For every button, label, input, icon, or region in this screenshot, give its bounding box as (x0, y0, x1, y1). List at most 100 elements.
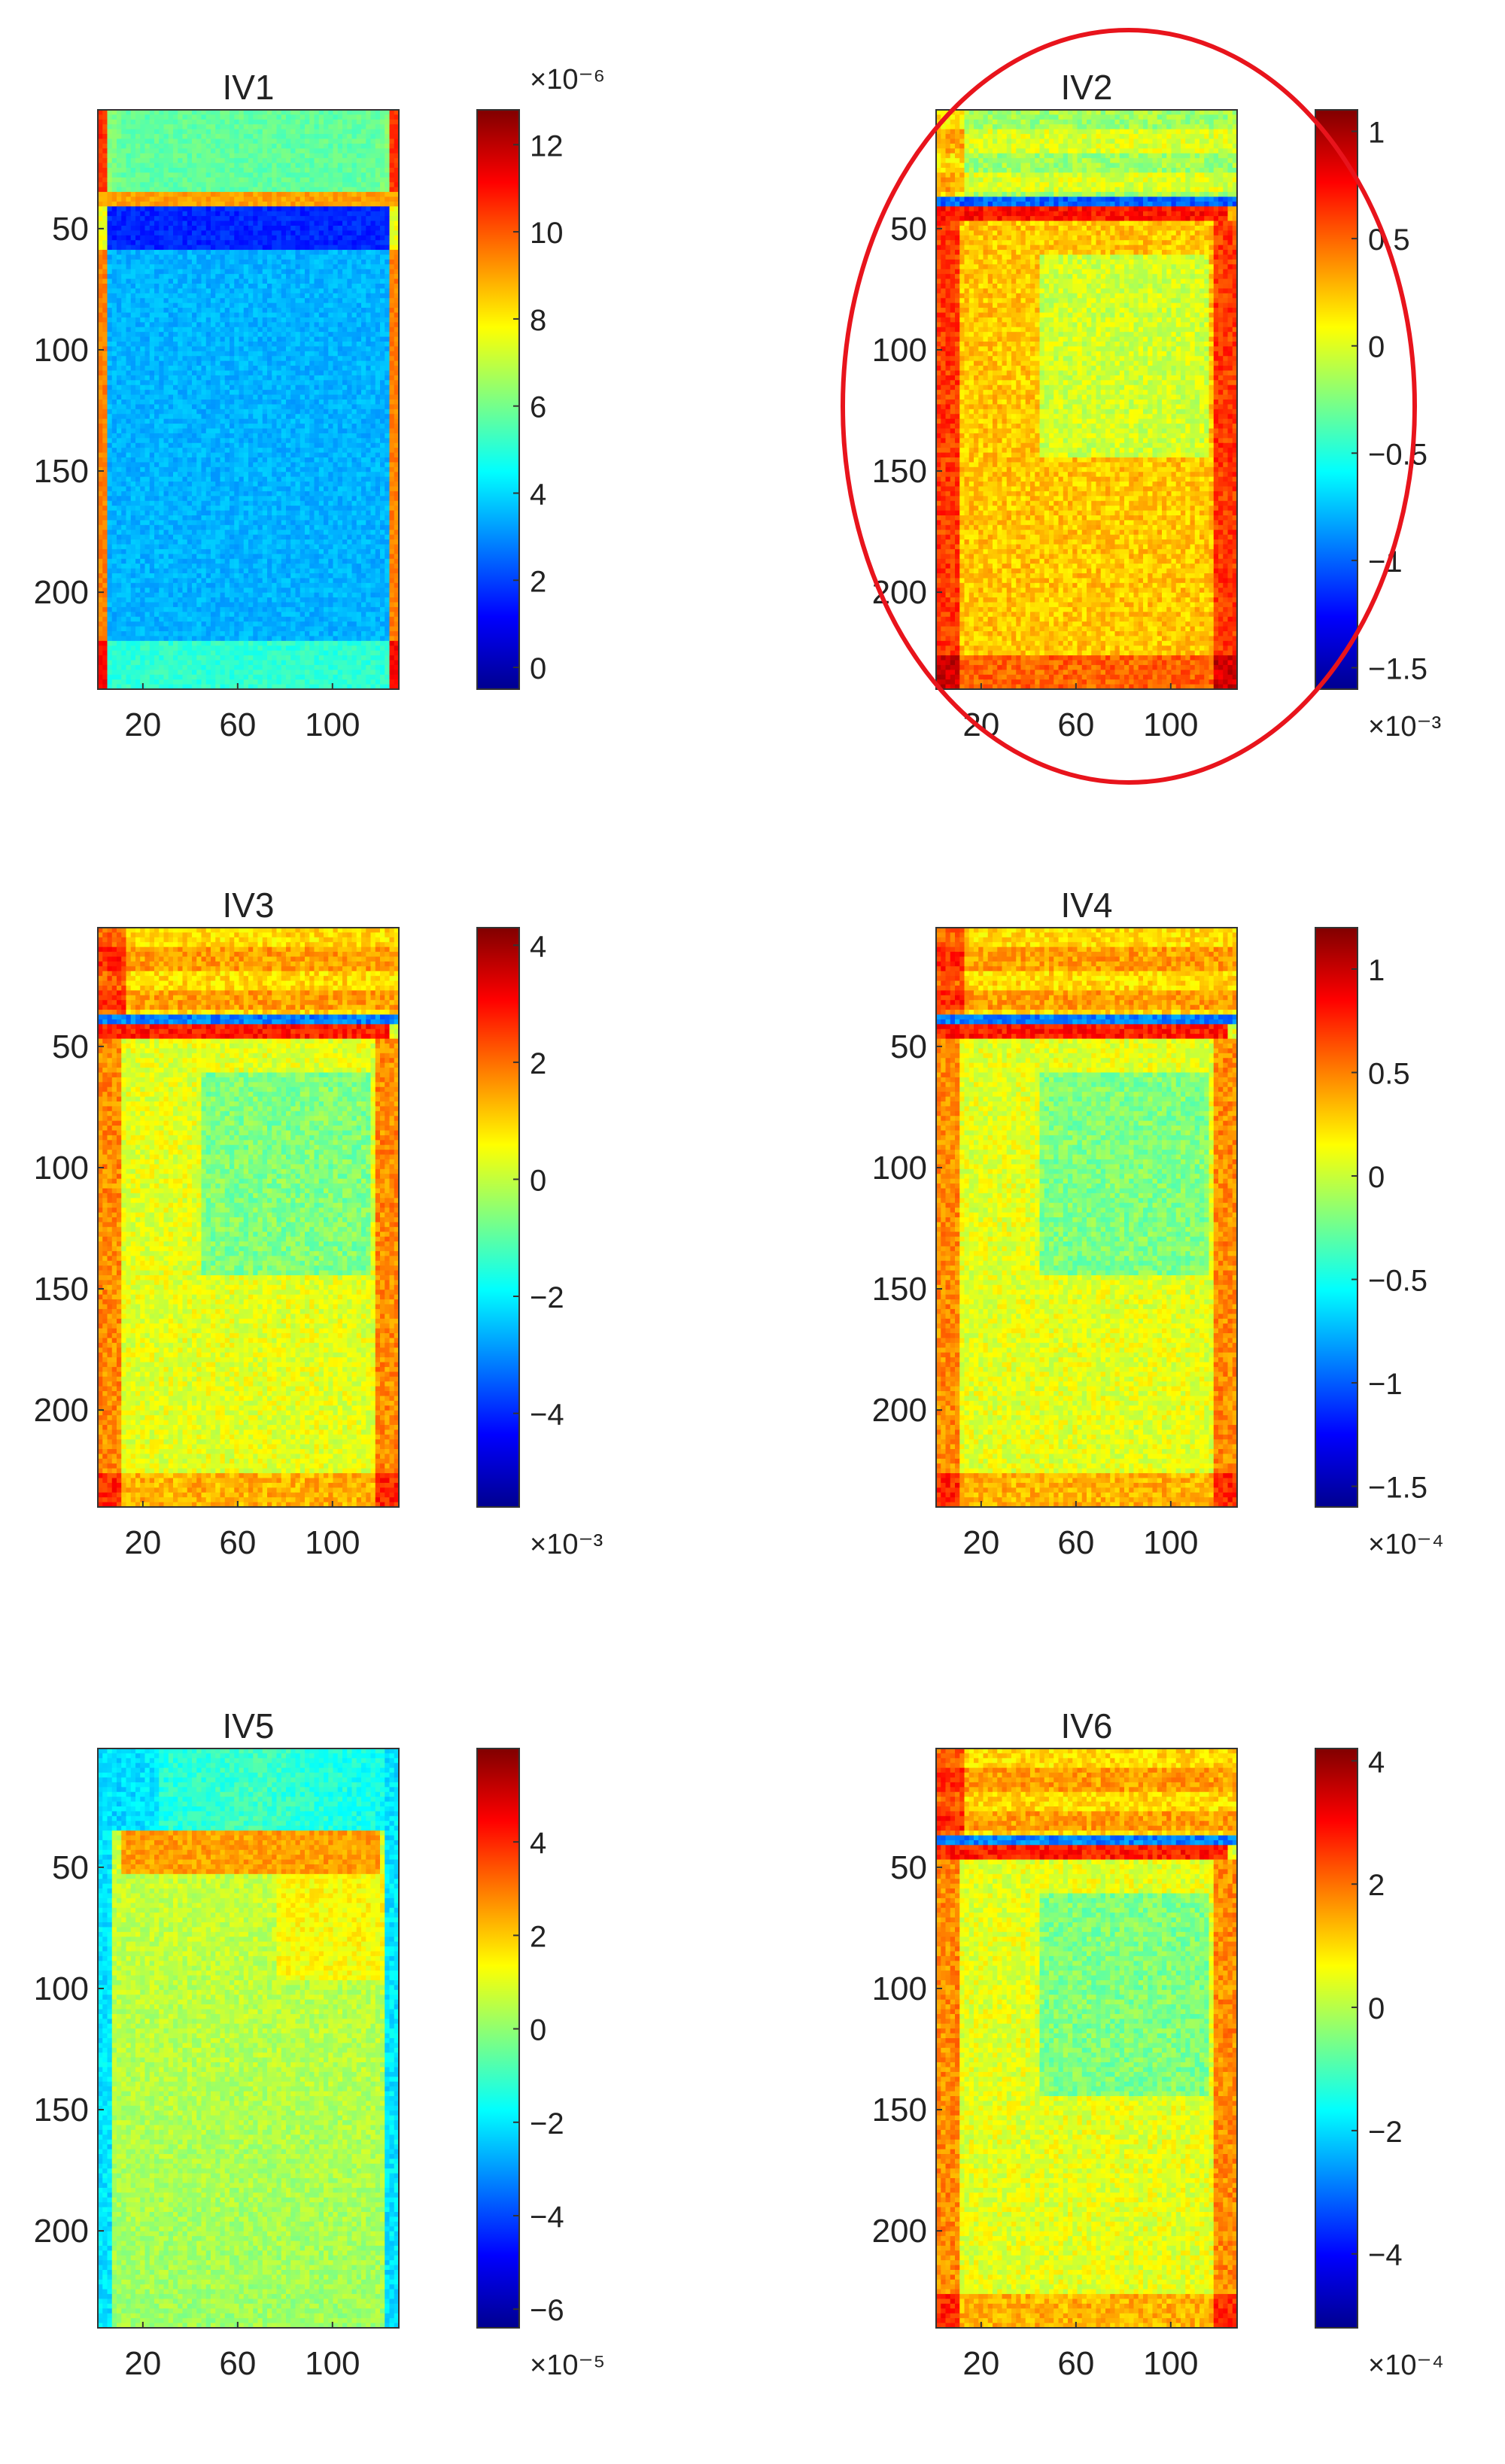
heatmap-image (98, 110, 400, 690)
colorbar-tick-label: 2 (530, 565, 546, 598)
heatmap-image (936, 1748, 1238, 2329)
x-tick-label: 60 (1057, 2345, 1094, 2382)
y-tick-label: 100 (872, 1150, 927, 1186)
x-tick-label: 100 (305, 706, 360, 743)
y-tick-label: 150 (872, 2092, 927, 2128)
x-tick-label: 20 (962, 1524, 999, 1561)
colorbar-tick-label: −0.5 (1368, 438, 1427, 471)
x-tick-label: 100 (1143, 706, 1198, 743)
x-tick-label: 20 (124, 706, 161, 743)
y-tick-label: 200 (34, 2213, 89, 2250)
x-tick-label: 100 (305, 1524, 360, 1561)
x-tick-label: 100 (305, 2345, 360, 2382)
colorbar-tick-label: −2 (530, 2107, 564, 2140)
colorbar-tick-label: −1.5 (1368, 652, 1427, 685)
colorbar-tick-label: 0.5 (1368, 1058, 1410, 1091)
y-tick-label: 150 (34, 2092, 89, 2128)
y-tick-label: 100 (872, 332, 927, 369)
colorbar-tick-label: 0 (1368, 1161, 1385, 1194)
y-tick-label: 100 (34, 1970, 89, 2007)
y-tick-label: 50 (52, 211, 89, 248)
colorbar-exponent: ×10⁻³ (530, 1529, 603, 1560)
colorbar (477, 1748, 519, 2328)
y-tick-label: 150 (872, 1271, 927, 1308)
y-tick-label: 150 (872, 453, 927, 490)
colorbar-exponent: ×10⁻³ (1368, 711, 1441, 743)
colorbar (477, 928, 519, 1507)
colorbar-tick-label: 0 (1368, 1992, 1385, 2025)
panel-title: IV5 (222, 1706, 274, 1745)
colorbar-tick-label: 10 (530, 217, 564, 250)
colorbar-tick-label: 0 (530, 2014, 546, 2047)
colorbar (1315, 928, 1358, 1507)
heatmap-image (936, 110, 1238, 690)
colorbar-tick-label: 8 (530, 304, 546, 337)
x-tick-label: 20 (124, 1524, 161, 1561)
colorbar (477, 110, 519, 689)
y-tick-label: 50 (890, 1849, 927, 1886)
colorbar (1315, 1748, 1358, 2328)
colorbar-tick-label: −1 (1368, 1368, 1403, 1401)
colorbar-tick-label: 6 (530, 391, 546, 424)
colorbar-tick-label: −6 (530, 2294, 564, 2327)
colorbar-tick-label: 4 (530, 1827, 546, 1860)
colorbar-tick-label: −2 (530, 1281, 564, 1314)
y-tick-label: 200 (34, 1392, 89, 1429)
colorbar-tick-label: 2 (530, 1920, 546, 1953)
y-tick-label: 200 (34, 574, 89, 611)
panel-iv1: IV1 50 100 150 200 20 60 100 0 2 4 6 8 10 12 ×10⁻⁶ (34, 64, 606, 743)
x-tick-label: 20 (124, 2345, 161, 2382)
y-tick-label: 100 (34, 332, 89, 369)
y-tick-label: 200 (872, 1392, 927, 1429)
colorbar-exponent: ×10⁻⁴ (1368, 1529, 1444, 1560)
panel-title: IV6 (1060, 1706, 1112, 1745)
colorbar-exponent: ×10⁻⁴ (1368, 2350, 1444, 2381)
colorbar-tick-label: 4 (530, 930, 546, 963)
x-tick-label: 60 (219, 1524, 256, 1561)
x-tick-label: 60 (219, 706, 256, 743)
colorbar-tick-label: 0 (1368, 331, 1385, 364)
colorbar-tick-label: 1 (1368, 117, 1385, 150)
panel-title: IV2 (1060, 68, 1112, 107)
colorbar-tick-label: 0 (530, 652, 546, 685)
panel-title: IV1 (222, 68, 274, 107)
y-tick-label: 200 (872, 2213, 927, 2250)
y-tick-label: 50 (890, 1028, 927, 1065)
colorbar-exponent: ×10⁻⁵ (530, 2350, 605, 2381)
y-tick-label: 100 (872, 1970, 927, 2007)
colorbar-exponent: ×10⁻⁶ (530, 64, 605, 96)
colorbar-tick-label: −0.5 (1368, 1265, 1427, 1298)
colorbar-tick-label: −2 (1368, 2116, 1403, 2149)
colorbar (1315, 110, 1358, 689)
y-tick-label: 150 (34, 453, 89, 490)
x-tick-label: 100 (1143, 1524, 1198, 1561)
colorbar-tick-label: 0 (530, 1164, 546, 1197)
heatmap-image (98, 1748, 400, 2329)
y-tick-label: 50 (52, 1028, 89, 1065)
x-tick-label: 60 (1057, 1524, 1094, 1561)
x-tick-label: 20 (962, 2345, 999, 2382)
y-tick-label: 50 (52, 1849, 89, 1886)
colorbar-tick-label: −4 (1368, 2239, 1403, 2272)
y-tick-label: 100 (34, 1150, 89, 1186)
x-tick-label: 100 (1143, 2345, 1198, 2382)
colorbar-tick-label: 4 (530, 478, 546, 511)
panel-title: IV4 (1060, 886, 1112, 925)
heatmap-image (936, 928, 1238, 1508)
x-tick-label: 60 (219, 2345, 256, 2382)
colorbar-tick-label: 2 (1368, 1869, 1385, 1902)
colorbar-tick-label: 1 (1368, 954, 1385, 987)
colorbar-tick-label: −4 (530, 1399, 564, 1432)
colorbar-tick-label: 12 (530, 129, 564, 163)
panel-title: IV3 (222, 886, 274, 925)
y-tick-label: 150 (34, 1271, 89, 1308)
y-tick-label: 50 (890, 211, 927, 248)
heatmap-image (98, 928, 400, 1508)
colorbar-tick-label: 4 (1368, 1745, 1385, 1779)
